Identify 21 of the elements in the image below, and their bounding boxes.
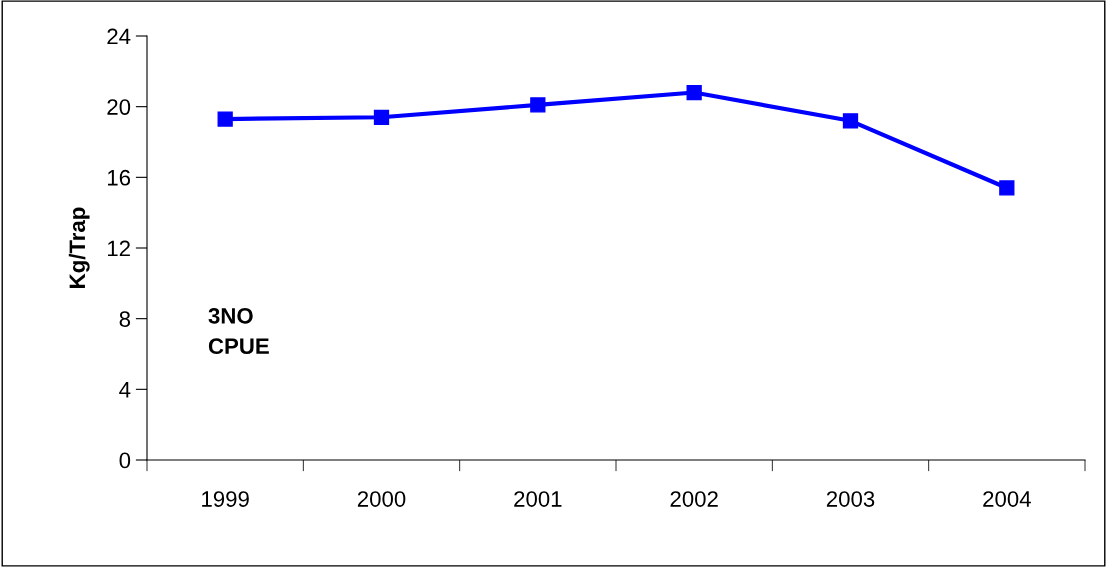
y-tick-label: 0 (119, 452, 131, 469)
x-tick-label: 2003 (826, 491, 875, 507)
point (999, 180, 1015, 196)
x-tick-label: 2002 (670, 491, 718, 507)
point (842, 113, 859, 129)
point (217, 111, 233, 127)
y-axis-title: Kg/Trap (68, 207, 90, 288)
y-tick-label: 12 (108, 240, 130, 257)
y-tick-label: 4 (119, 382, 131, 398)
point (530, 97, 546, 113)
y-tick-label: 20 (107, 99, 131, 115)
annotation: 3NO CPUE (208, 307, 269, 355)
x-tick-label: 2000 (357, 491, 406, 507)
y-tick-label: 24 (107, 28, 131, 45)
y-tick-label: 8 (119, 311, 131, 327)
point (686, 84, 702, 101)
x-tick-label: 1999 (202, 491, 249, 507)
point (373, 109, 390, 125)
x-tick-label: 2004 (983, 491, 1031, 507)
x-tick-label: 2001 (514, 491, 562, 507)
y-tick-label: 16 (108, 169, 131, 186)
